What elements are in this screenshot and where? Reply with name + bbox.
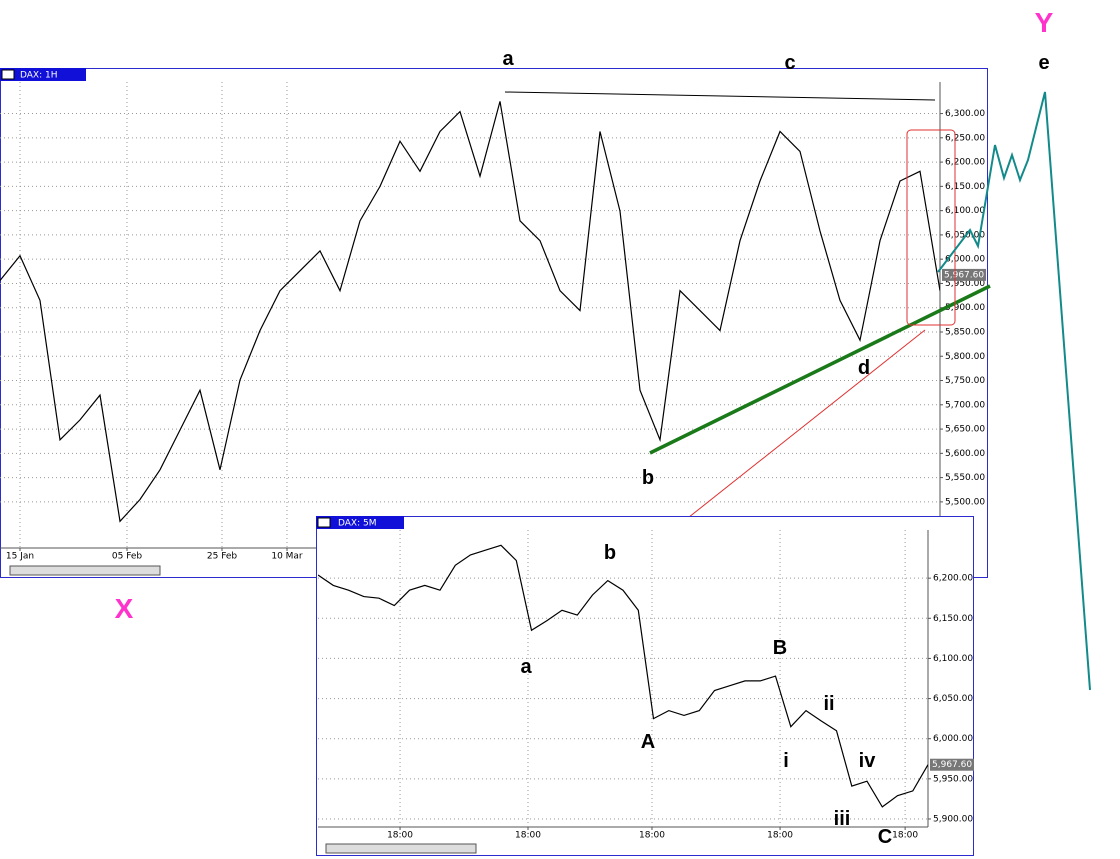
x-tick-label: 18:00 xyxy=(387,831,413,841)
scrollbar[interactable] xyxy=(9,565,161,576)
y-tick-label: 5,950.00 xyxy=(933,774,973,784)
wave-label: X xyxy=(115,593,134,624)
wave-label: a xyxy=(520,656,532,678)
wave-label: C xyxy=(878,826,892,848)
panel-1h: DAX: 1H 5,500.00 5,550.00 5,600.00 5,650.00… xyxy=(0,68,988,578)
y-tick-label: 5,500.00 xyxy=(945,497,985,507)
frame xyxy=(0,68,988,578)
title-tab xyxy=(316,516,404,529)
annotations: a c b d e X Y a b A B i ii iii iv C xyxy=(115,7,1054,848)
x-tick-label: 15 Jan xyxy=(6,552,34,562)
y-tick-label: 5,800.00 xyxy=(945,352,985,362)
x-tick-label: 18:00 xyxy=(892,831,918,841)
resistance-line xyxy=(504,91,936,101)
last-price-tag xyxy=(930,758,974,771)
wave-label: i xyxy=(783,750,789,772)
title-tab xyxy=(0,68,86,81)
projection-line xyxy=(937,91,1091,691)
y-tick-label: 5,850.00 xyxy=(945,327,985,337)
wave-label: c xyxy=(784,52,795,74)
y-tick-label: 6,150.00 xyxy=(945,182,985,192)
y-tick-label: 6,050.00 xyxy=(933,694,973,704)
wave-label: d xyxy=(858,357,870,379)
zoom-box xyxy=(906,129,956,326)
wave-label: A xyxy=(641,731,655,753)
wave-label: b xyxy=(642,467,654,489)
wave-label: b xyxy=(604,542,616,564)
y-tick-label: 6,100.00 xyxy=(933,654,973,664)
x-tick-label: 10 Mar xyxy=(271,552,303,562)
y-tick-label: 6,150.00 xyxy=(933,614,973,624)
wave-label: iii xyxy=(834,808,851,830)
tab-icon xyxy=(317,517,331,528)
y-tick-label: 6,100.00 xyxy=(945,206,985,216)
frame xyxy=(316,516,974,856)
support-line xyxy=(649,284,991,455)
panel-5m: DAX: 5M 5,900.00 5,950.00 6,000.00 6,050.00… xyxy=(316,516,974,856)
x-tick-label: 18:00 xyxy=(767,831,793,841)
wave-label: a xyxy=(502,48,514,70)
y-tick-label: 5,950.00 xyxy=(945,279,985,289)
y-tick-label: 6,000.00 xyxy=(945,255,985,265)
price-line xyxy=(0,101,940,523)
price-line xyxy=(318,544,928,808)
y-tick-label: 5,900.00 xyxy=(933,814,973,824)
wave-label: Y xyxy=(1035,7,1054,38)
overlays xyxy=(504,91,1091,691)
wave-label: ii xyxy=(823,693,834,715)
x-tick-label: 05 Feb xyxy=(112,552,143,562)
last-price-label: 5,967.60 xyxy=(944,270,984,280)
y-tick-label: 6,000.00 xyxy=(933,734,973,744)
last-price-label: 5,967.60 xyxy=(932,760,972,770)
y-tick-label: 5,700.00 xyxy=(945,400,985,410)
x-tick-label: 18:00 xyxy=(639,831,665,841)
y-tick-label: 6,250.00 xyxy=(945,133,985,143)
y-tick-label: 5,550.00 xyxy=(945,473,985,483)
scrollbar[interactable] xyxy=(325,843,477,854)
y-tick-label: 6,300.00 xyxy=(945,109,985,119)
y-tick-label: 6,200.00 xyxy=(933,574,973,584)
wave-label: iv xyxy=(859,750,877,772)
x-tick-label: 18:00 xyxy=(515,831,541,841)
y-tick-label: 5,750.00 xyxy=(945,376,985,386)
y-tick-label: 5,650.00 xyxy=(945,425,985,435)
y-tick-label: 5,600.00 xyxy=(945,449,985,459)
chart-title: DAX: 5M xyxy=(338,519,376,529)
chart-title: DAX: 1H xyxy=(20,71,57,81)
y-tick-label: 6,200.00 xyxy=(945,158,985,168)
x-tick-label: 25 Feb xyxy=(207,552,238,562)
last-price-tag xyxy=(942,268,986,281)
wave-label: B xyxy=(773,637,787,659)
wave-label: e xyxy=(1038,52,1049,74)
zoom-link xyxy=(649,329,926,549)
tab-icon xyxy=(1,69,15,80)
y-tick-label: 5,900.00 xyxy=(945,303,985,313)
